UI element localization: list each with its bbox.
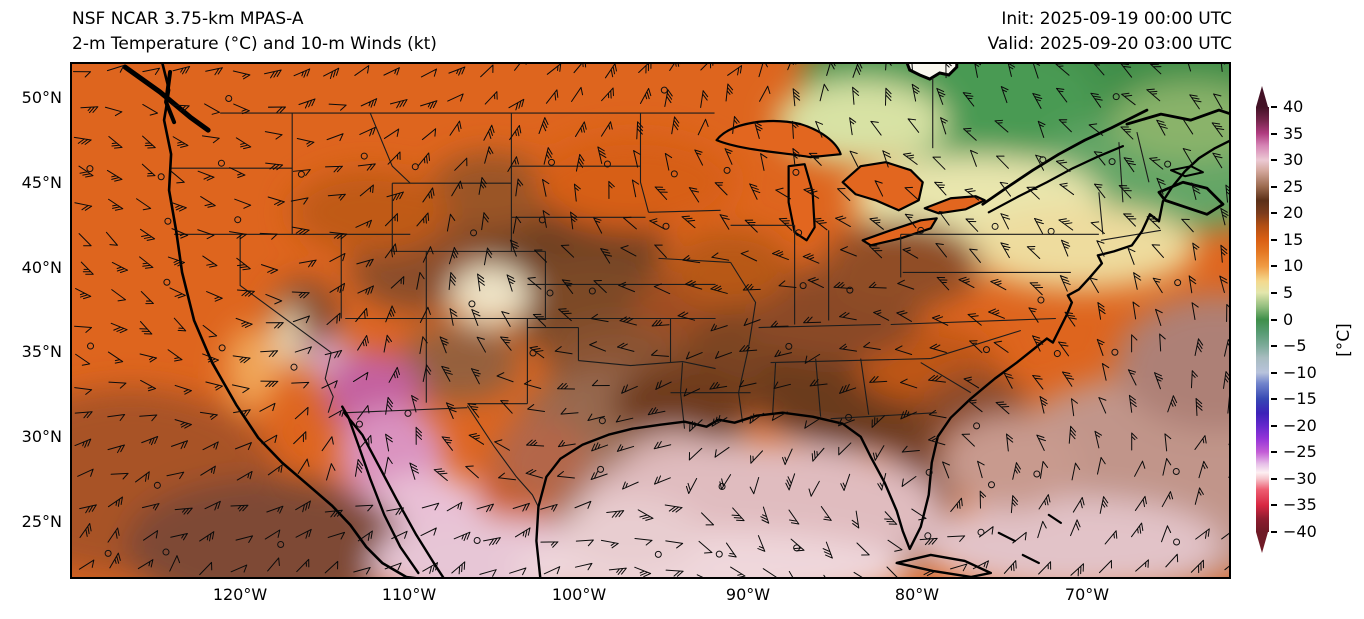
lon-tick-label: 70°W [1064, 585, 1110, 604]
lat-tick-label: 25°N [21, 512, 62, 531]
colorbar-tick-label: 5 [1283, 282, 1294, 302]
colorbar-arrow-bottom-icon [1256, 532, 1268, 553]
colorbar-tick-label: −25 [1283, 442, 1317, 462]
colorbar-tick-mark [1271, 371, 1277, 374]
colorbar-tick-label: 25 [1283, 176, 1304, 196]
colorbar-tick-mark [1271, 265, 1277, 268]
lat-tick-label: 45°N [21, 173, 62, 192]
colorbar-tick-mark [1271, 106, 1277, 108]
colorbar-tick-mark [1271, 345, 1277, 348]
colorbar-tick-label: 35 [1283, 123, 1304, 143]
colorbar-tick-label: 40 [1283, 97, 1304, 116]
valid-time: Valid: 2025-09-20 03:00 UTC [987, 34, 1232, 54]
colorbar-tick-mark [1271, 424, 1277, 427]
colorbar: 40 35 30 25 20 15 10 5 0 −5 −10 −15 −20 −25 −30 −35 −40 [1256, 86, 1364, 578]
colorbar-tick-mark [1271, 531, 1277, 533]
model-title: NSF NCAR 3.75-km MPAS-A [72, 9, 304, 29]
init-time: Init: 2025-09-19 00:00 UTC [1001, 9, 1232, 29]
lon-tick-label: 80°W [894, 585, 940, 604]
lat-tick-label: 35°N [21, 342, 62, 361]
temperature-wind-map [70, 62, 1231, 579]
colorbar-tick-label: 15 [1283, 229, 1304, 249]
lat-tick-label: 30°N [21, 427, 62, 446]
colorbar-tick-mark [1271, 212, 1277, 215]
lat-tick-label: 50°N [21, 88, 62, 107]
colorbar-tick-mark [1271, 504, 1277, 507]
figure-title-block: NSF NCAR 3.75-km MPAS-A 2-m Temperature … [72, 7, 437, 57]
colorbar-tick-label: 0 [1283, 309, 1294, 329]
time-block: Init: 2025-09-19 00:00 UTC Valid: 2025-0… [988, 7, 1232, 57]
colorbar-tick-label: −10 [1283, 362, 1317, 382]
colorbar-tick-mark [1271, 132, 1277, 135]
colorbar-tick-label: 10 [1283, 256, 1304, 276]
colorbar-tick-mark [1271, 238, 1277, 241]
colorbar-arrow-top-icon [1256, 86, 1268, 107]
field-title: 2-m Temperature (°C) and 10-m Winds (kt) [72, 34, 437, 54]
colorbar-tick-mark [1271, 451, 1277, 454]
colorbar-tick-mark [1271, 291, 1277, 294]
colorbar-tick-mark [1271, 318, 1277, 321]
colorbar-tick-label: −20 [1283, 415, 1317, 435]
colorbar-tick-label: −15 [1283, 389, 1317, 409]
colorbar-gradient [1256, 107, 1269, 532]
colorbar-tick-label: −5 [1283, 336, 1307, 356]
lon-tick-label: 100°W [551, 585, 607, 604]
colorbar-tick-label: −35 [1283, 495, 1317, 515]
colorbar-tick-mark [1271, 477, 1277, 480]
lon-tick-label: 120°W [212, 585, 268, 604]
colorbar-tick-label: −30 [1283, 468, 1317, 488]
colorbar-tick-label: −40 [1283, 522, 1317, 541]
lat-tick-label: 40°N [21, 258, 62, 277]
colorbar-tick-mark [1271, 398, 1277, 401]
colorbar-tick-mark [1271, 159, 1277, 162]
colorbar-tick-mark [1271, 185, 1277, 188]
colorbar-tick-label: 30 [1283, 150, 1304, 170]
lon-tick-label: 90°W [725, 585, 771, 604]
map-canvas [70, 62, 1231, 579]
colorbar-tick-label: 20 [1283, 203, 1304, 223]
lon-tick-label: 110°W [381, 585, 437, 604]
colorbar-unit-label: [°C] [1334, 323, 1354, 357]
